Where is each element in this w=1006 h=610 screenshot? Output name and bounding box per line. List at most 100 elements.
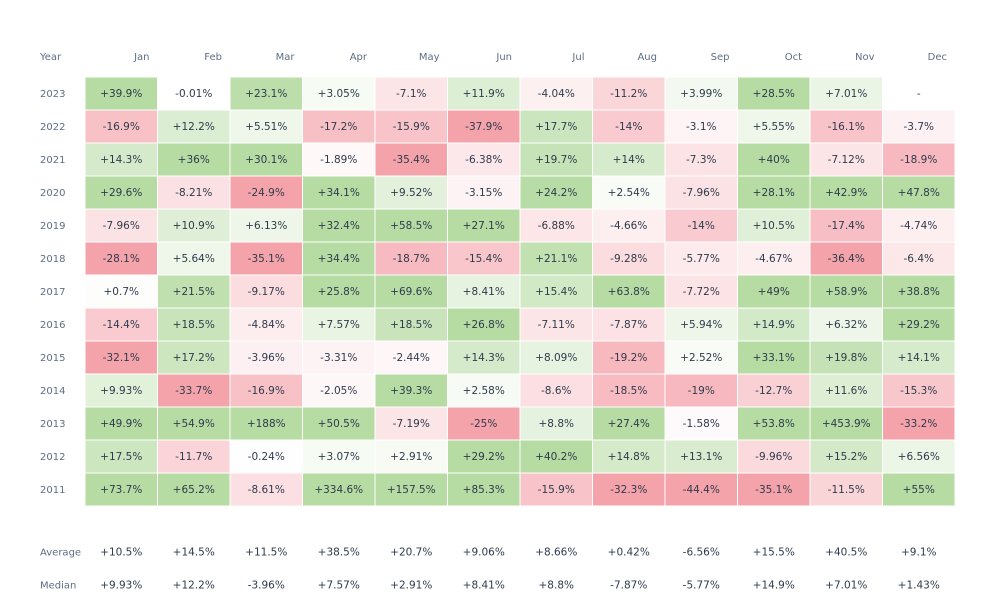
- heatmap-cell: [374, 142, 448, 177]
- cell-value-label: +34.4%: [318, 253, 360, 265]
- cell-value-label: +3.05%: [318, 88, 360, 100]
- cell-value-label: -8.21%: [175, 187, 212, 199]
- cell-value-label: +14.3%: [463, 352, 505, 364]
- heatmap-cell: [447, 274, 521, 309]
- cell-value-label: +58.5%: [390, 220, 432, 232]
- cell-value-label: -4.74%: [900, 220, 937, 232]
- summary-value-average: +9.1%: [901, 547, 936, 559]
- cell-value-label: -7.87%: [610, 319, 647, 331]
- cell-value-label: -7.3%: [686, 154, 716, 166]
- heatmap-cell: [809, 472, 883, 507]
- cell-value-label: +21.5%: [173, 286, 215, 298]
- cell-value-label: +3.99%: [680, 88, 722, 100]
- heatmap-cell: [229, 208, 303, 243]
- heatmap-cell: [737, 373, 811, 408]
- cell-value-label: -15.4%: [465, 253, 502, 265]
- summary-value-median: +12.2%: [173, 580, 215, 592]
- cell-value-label: +28.1%: [753, 187, 795, 199]
- heatmap-cell: [519, 406, 593, 441]
- heatmap-cell: [157, 472, 231, 507]
- heatmap-cell: [374, 373, 448, 408]
- cell-value-label: +19.7%: [535, 154, 577, 166]
- cell-value-label: +5.55%: [753, 121, 795, 133]
- cell-value-label: +9.52%: [390, 187, 432, 199]
- cell-value-label: -17.2%: [320, 121, 357, 133]
- heatmap-cell: [664, 175, 738, 210]
- cell-value-label: +27.1%: [463, 220, 505, 232]
- heatmap-cell: [882, 76, 956, 111]
- cell-value-label: -7.96%: [103, 220, 140, 232]
- cell-value-label: -19%: [688, 385, 715, 397]
- cell-value-label: +6.56%: [898, 451, 940, 463]
- heatmap-cell: [229, 175, 303, 210]
- summary-value-median: -7.87%: [610, 580, 647, 592]
- heatmap-cell: [157, 109, 231, 144]
- summary-value-average: +15.5%: [753, 547, 795, 559]
- cell-value-label: +8.41%: [463, 286, 505, 298]
- heatmap-cell: [84, 472, 158, 507]
- cell-value-label: +5.64%: [173, 253, 215, 265]
- heatmap-cell: [447, 406, 521, 441]
- heatmap-cell: [519, 208, 593, 243]
- cell-value-label: -3.15%: [465, 187, 502, 199]
- cell-value-label: +25.8%: [318, 286, 360, 298]
- heatmap-cell: [664, 406, 738, 441]
- cell-value-label: -6.38%: [465, 154, 502, 166]
- heatmap-cell: [664, 472, 738, 507]
- summary-value-average: +11.5%: [245, 547, 287, 559]
- heatmap-cell: [809, 439, 883, 474]
- heatmap-cell: [157, 274, 231, 309]
- heatmap-cell: [84, 307, 158, 342]
- cell-value-label: -36.4%: [828, 253, 865, 265]
- cell-value-label: +39.9%: [100, 88, 142, 100]
- cell-value-label: +2.58%: [463, 385, 505, 397]
- cell-value-label: +15.2%: [825, 451, 867, 463]
- cell-value-label: +32.4%: [318, 220, 360, 232]
- cell-value-label: +12.2%: [173, 121, 215, 133]
- heatmap-cell: [447, 109, 521, 144]
- cell-value-label: -3.7%: [904, 121, 934, 133]
- cell-value-label: +14.1%: [898, 352, 940, 364]
- cell-value-label: -28.1%: [103, 253, 140, 265]
- heatmap-cells: +39.9% -0.01% +23.1% +3.05% -7.1% +11.9% -4.04…: [84, 76, 956, 507]
- column-header-jul: Jul: [571, 52, 584, 63]
- cell-value-label: +38.8%: [898, 286, 940, 298]
- summary-label-median: Median: [40, 581, 76, 592]
- cell-value-label: -4.84%: [248, 319, 285, 331]
- cell-value-label: +10.9%: [173, 220, 215, 232]
- cell-value-label: -9.17%: [248, 286, 285, 298]
- heatmap-cell: [447, 340, 521, 375]
- cell-value-label: +6.13%: [245, 220, 287, 232]
- cell-value-label: +13.1%: [680, 451, 722, 463]
- cell-value-label: +34.1%: [318, 187, 360, 199]
- summary-value-median: +2.91%: [390, 580, 432, 592]
- cell-value-label: +188%: [247, 418, 286, 430]
- cell-value-label: -18.9%: [900, 154, 937, 166]
- cell-value-label: -18.7%: [393, 253, 430, 265]
- cell-value-label: +65.2%: [173, 484, 215, 496]
- column-header-may: May: [419, 52, 440, 63]
- cell-value-label: -4.04%: [538, 88, 575, 100]
- heatmap-cell: [882, 142, 956, 177]
- row-label-2020: 2020: [40, 188, 65, 199]
- heatmap-cell: [882, 472, 956, 507]
- column-header-jan: Jan: [133, 52, 149, 63]
- cell-value-label: +14.8%: [608, 451, 650, 463]
- summary-value-median: +14.9%: [753, 580, 795, 592]
- cell-value-label: -17.4%: [828, 220, 865, 232]
- cell-value-label: +63.8%: [608, 286, 650, 298]
- heatmap-cell: [519, 373, 593, 408]
- heatmap-cell: [809, 175, 883, 210]
- heatmap-cell: [302, 373, 376, 408]
- heatmap-cell: [882, 340, 956, 375]
- cell-value-label: +3.07%: [318, 451, 360, 463]
- heatmap-cell: [882, 406, 956, 441]
- cell-value-label: -15.9%: [538, 484, 575, 496]
- heatmap-cell: [447, 76, 521, 111]
- summary-value-average: +14.5%: [173, 547, 215, 559]
- cell-value-label: -2.44%: [393, 352, 430, 364]
- heatmap-cell: [519, 439, 593, 474]
- cell-value-label: +50.5%: [318, 418, 360, 430]
- cell-value-label: +73.7%: [100, 484, 142, 496]
- heatmap-cell: [664, 109, 738, 144]
